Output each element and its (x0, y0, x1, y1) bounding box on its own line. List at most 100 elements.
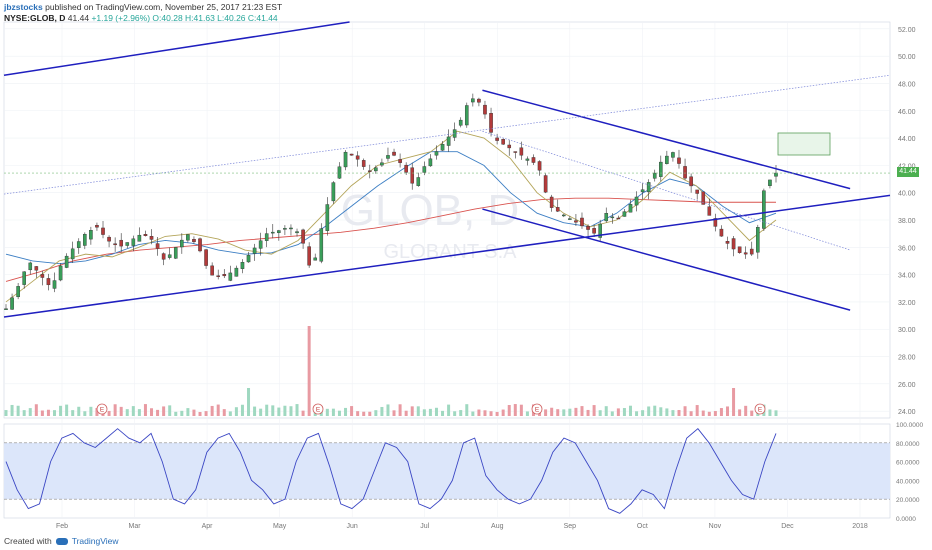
volume-bar (222, 409, 226, 416)
volume-bar (368, 411, 372, 416)
volume-bar (768, 409, 772, 416)
candle-body (210, 265, 214, 276)
candle-body (652, 172, 657, 179)
volume-bar (210, 405, 214, 416)
volume-bar (150, 408, 154, 416)
volume-bar (447, 404, 451, 416)
candle-body (537, 161, 542, 171)
trendlines (3, 21, 891, 318)
volume-bar (283, 405, 287, 416)
price-tick-label: 34.00 (898, 273, 916, 280)
osc-tick-label: 60.0000 (896, 460, 920, 467)
volume-bar (719, 408, 723, 416)
volume-bar (519, 404, 523, 416)
candle-body (46, 278, 51, 286)
volume-bar (53, 410, 57, 416)
published-text: published on TradingView.com, November 2… (45, 2, 283, 12)
candle-body (392, 151, 396, 156)
candle-body (774, 172, 778, 177)
created-with-text: Created with (4, 536, 52, 546)
price-tick-label: 42.00 (898, 163, 916, 170)
candle-body (113, 243, 117, 246)
volume-bar (628, 405, 632, 416)
candle-body (331, 182, 336, 202)
price-tick-label: 30.00 (898, 327, 916, 334)
volume-bar (271, 405, 275, 416)
earnings-marker-circle (96, 403, 108, 415)
earnings-marker-circle (754, 403, 766, 415)
time-tick-label: Feb (56, 523, 68, 530)
volume-bar (228, 411, 232, 416)
candle-body (173, 247, 178, 259)
volume-bar (428, 408, 432, 416)
volume-bar (16, 405, 20, 416)
volume-bar (362, 411, 366, 416)
volume-bar (4, 410, 8, 416)
candle-body (695, 189, 699, 194)
candle-body (22, 271, 26, 285)
tradingview-logo-icon (55, 537, 68, 545)
volume-bar (40, 410, 44, 416)
candle-body (76, 241, 81, 248)
volume-bar (677, 410, 681, 416)
volume-bar (277, 407, 281, 416)
candle-body (137, 234, 142, 242)
last-price-tag: 41.44 (897, 167, 919, 177)
candle-body (458, 119, 463, 126)
tradingview-link[interactable]: TradingView (71, 536, 119, 546)
time-tick-label: Aug (491, 523, 504, 530)
volume-bar (168, 405, 172, 416)
time-tick-label: Jun (347, 523, 358, 530)
candle-body (410, 167, 415, 184)
volume-bar (83, 411, 87, 416)
candle-body (477, 98, 481, 103)
candle-body (180, 239, 184, 248)
volume-bar (604, 406, 608, 416)
osc-tick-label: 20.0000 (896, 497, 920, 504)
chart-header: jbzstocks published on TradingView.com, … (4, 2, 282, 24)
volume-bar (750, 410, 754, 416)
ohlc-text: O:40.28 H:41.63 L:40.26 C:41.44 (152, 13, 278, 23)
candle-body (167, 254, 172, 258)
volume-bar (465, 404, 469, 416)
candle-body (743, 252, 748, 255)
candle-body (264, 233, 269, 241)
volume-bar (131, 406, 135, 416)
candle-body (640, 189, 645, 193)
volume-bar (59, 405, 63, 416)
volume-bar (22, 410, 26, 416)
time-tick-label: Jul (420, 523, 429, 530)
candle-body (252, 247, 257, 254)
volume-bar (234, 407, 238, 416)
candle-body (592, 228, 596, 234)
candle-body (143, 234, 148, 237)
time-tick-label: May (273, 523, 287, 530)
trendline (482, 89, 851, 190)
price-tick-label: 40.00 (898, 191, 916, 198)
volume-bar (641, 410, 645, 416)
trendline (482, 208, 851, 311)
volume-bar (665, 408, 669, 416)
candle-body (343, 151, 348, 168)
author-link[interactable]: jbzstocks (4, 2, 43, 12)
candle-body (464, 105, 469, 126)
price-tick-label: 50.00 (898, 54, 916, 61)
candle-body (34, 266, 39, 271)
candle-body (507, 144, 512, 149)
watermark-name: GLOBANT S.A (383, 241, 517, 263)
candle-body (374, 167, 378, 172)
candle-body (543, 175, 548, 193)
volume-bar (253, 406, 257, 416)
volume-bar (568, 408, 572, 416)
volume-bar (198, 411, 202, 416)
time-tick-label: Sep (564, 523, 577, 530)
volume-bar (774, 410, 778, 416)
volume-bar (459, 410, 463, 416)
candle-body (325, 204, 330, 231)
change-text: +1.19 (+2.96%) (91, 13, 151, 23)
volume-bar (616, 408, 620, 416)
candle-body (525, 158, 530, 161)
candle-body (707, 206, 712, 216)
earnings-marker-label: E (758, 407, 763, 414)
moving-average-line (5, 130, 777, 303)
